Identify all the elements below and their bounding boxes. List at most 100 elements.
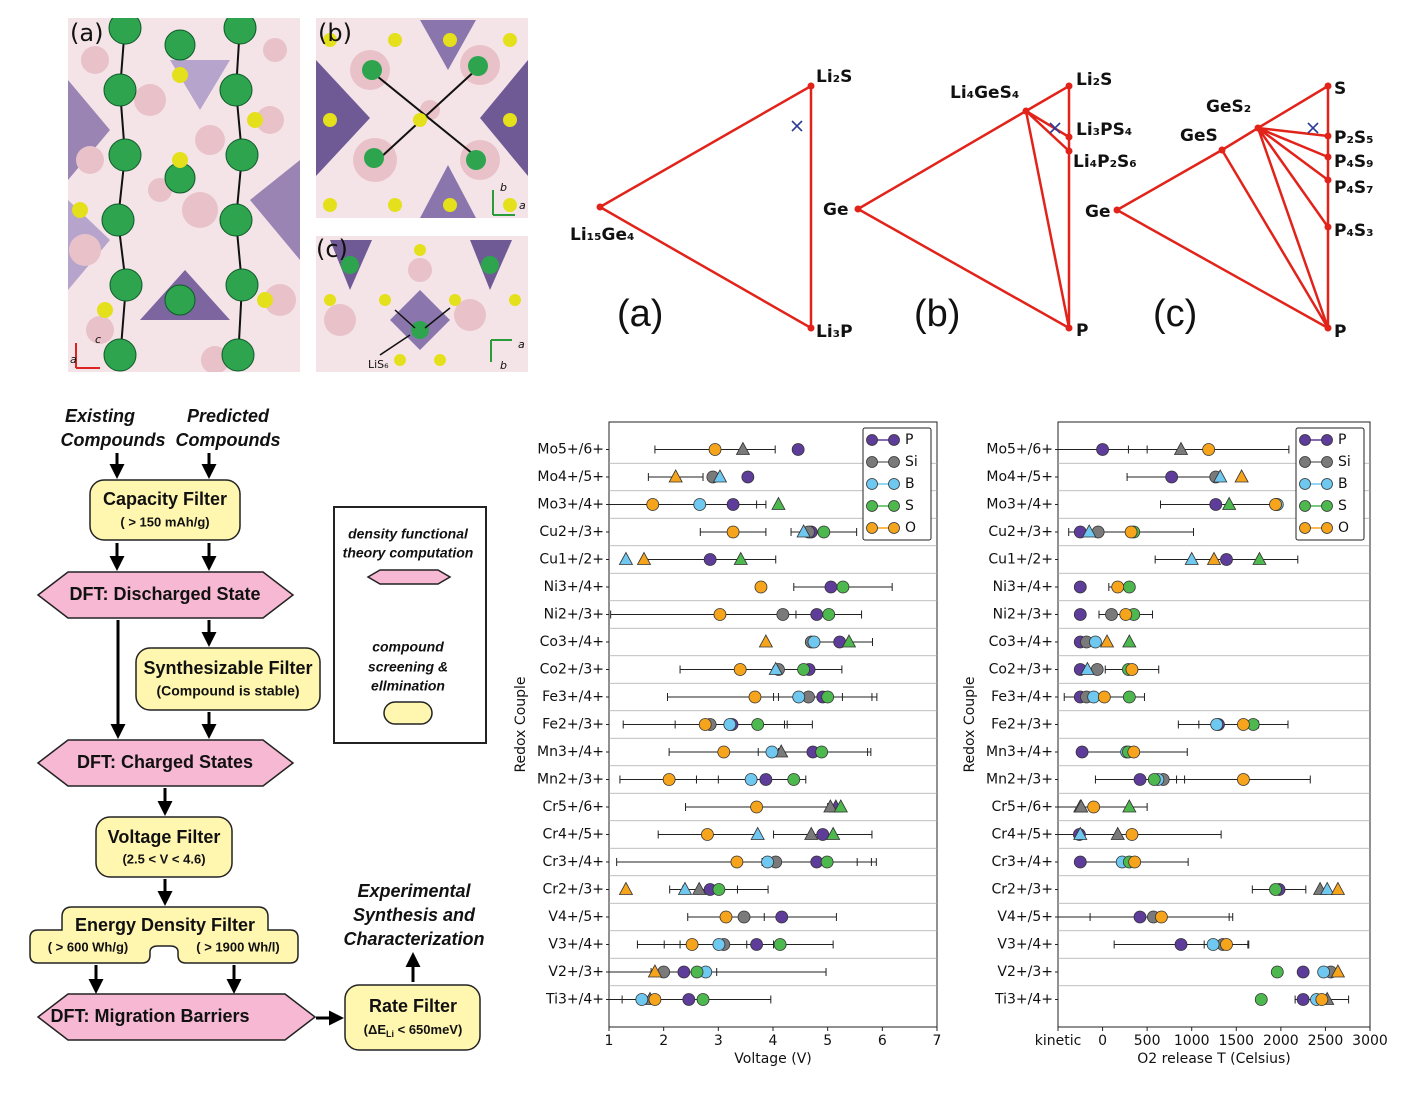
marker [836,580,850,594]
marker [726,525,740,539]
marker [1073,608,1087,621]
marker [1147,773,1161,786]
flow-box-title: Voltage Filter [108,827,221,847]
marker [1099,634,1115,648]
flow-arrows [88,453,421,1026]
y-tick-label: Cr3+/4+ [542,854,604,870]
y-tick-label: Ni3+/4+ [993,579,1053,595]
legend-text: theory computation [343,545,474,561]
marker [701,828,714,841]
marker [1073,826,1088,840]
marker [1209,498,1223,511]
plot-area [1058,441,1350,1006]
phase-label: S [1334,79,1346,99]
x-tick-label: 3 [714,1033,723,1049]
marker [712,469,728,483]
marker [751,718,765,731]
marker [647,964,663,978]
flow-box-criterion: (2.5 < V < 4.6) [122,851,205,866]
y-tick-label: Mo3+/4+ [986,497,1053,513]
marker [741,470,755,484]
marker [1330,964,1346,978]
legend-marker [1321,456,1333,468]
axis-label: a [518,338,525,351]
marker [1237,718,1250,731]
marker [1075,745,1089,759]
phase-label: GeS₂ [1206,97,1251,117]
legend-marker [1321,500,1333,512]
legend-marker [888,478,900,490]
y-tick-label: Fe3+/4+ [991,689,1053,705]
legend-marker [1299,500,1311,512]
panel-label: (b) [914,293,960,335]
y-tick-label: Cr3+/4+ [991,854,1053,870]
flow-input: Compounds [61,430,166,450]
axis-label: c [95,333,101,346]
y-tick-label: Mo4+/5+ [986,469,1053,485]
marker [804,826,819,840]
marker [662,773,676,786]
x-tick-label: 1500 [1218,1033,1254,1049]
marker [1122,580,1136,594]
marker [1206,551,1222,565]
y-axis-label: Redox Couple [962,676,978,772]
y-tick-label: Cr2+/3+ [991,882,1053,898]
x-tick-label: 1000 [1174,1033,1210,1049]
marker [1252,551,1267,565]
marker [648,993,662,1006]
marker [682,993,696,1006]
phase-label: P₄S₉ [1334,152,1374,172]
marker [618,551,634,565]
marker [1296,993,1310,1006]
axis-label: a [519,199,526,212]
marker [1122,690,1136,704]
marker [768,661,783,675]
y-tick-label: Fe2+/3+ [991,717,1053,733]
y-tick-label: Ni2+/3+ [544,607,604,623]
legend-label: B [905,476,915,492]
y-tick-label: Mn3+/4+ [537,744,604,760]
phase-label: Li₁₅Ge₄ [570,225,634,245]
marker [1127,745,1141,759]
marker [776,608,790,621]
phase-label: Li₃PS₄ [1076,120,1132,140]
y-tick-label: Mn2+/3+ [537,772,604,788]
marker [759,773,773,786]
legend-marker [866,478,878,490]
y-tick-label: V4+/5+ [548,909,604,925]
structure-a [68,18,300,372]
marker [677,881,693,895]
marker [1122,799,1137,813]
x-tick-label: 500 [1134,1033,1161,1049]
marker [1317,965,1331,979]
phase-label: Li₄P₂S₆ [1073,152,1137,172]
marker [787,773,801,786]
y-tick-label: Mo5+/6+ [537,442,604,458]
marker [765,745,779,759]
flow-box-criterion: (ΔELi < 650meV) [364,1022,463,1039]
marker [754,580,768,594]
marker [1133,910,1147,924]
marker [820,855,834,869]
marker [636,551,652,565]
marker [1097,690,1111,704]
y-tick-label: Co3+/4+ [540,634,604,650]
y-tick-label: Fe3+/4+ [542,689,604,705]
x-tick-label: 2000 [1263,1033,1299,1049]
legend-marker [1299,434,1311,446]
marker [1165,470,1179,484]
phase-label: Li₂S [816,67,852,87]
flow-output: Experimental [357,881,471,901]
marker [693,498,707,511]
legend-label: S [1338,498,1347,514]
plot-area [609,441,893,1006]
legend-marker [866,434,878,446]
y-tick-label: V2+/3+ [997,964,1053,980]
marker [1111,580,1125,594]
x-tick-label: 3000 [1352,1033,1388,1049]
marker [791,443,805,456]
structure-label: LiS₆ [368,358,389,371]
y-tick-label: Cr5+/6+ [542,799,604,815]
marker [744,773,758,786]
marker [1221,496,1237,510]
